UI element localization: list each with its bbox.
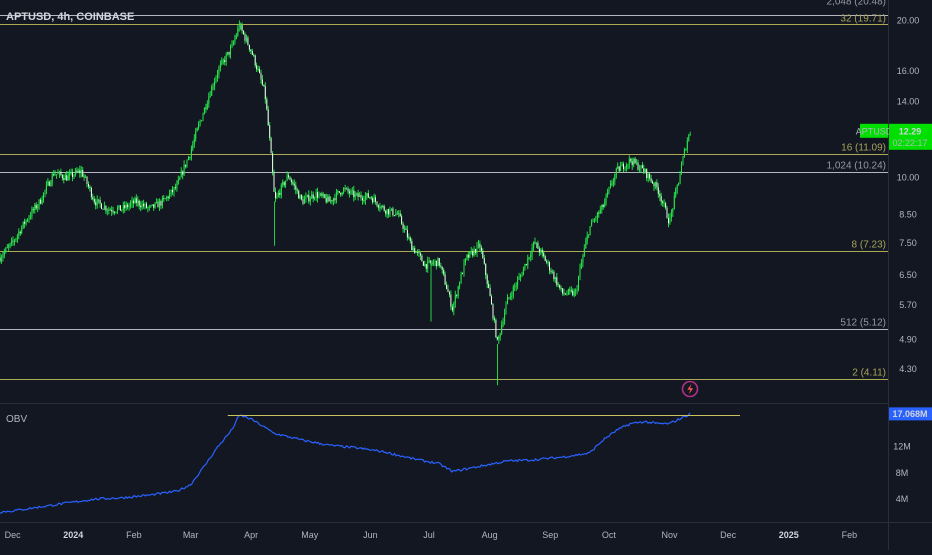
- time-tick-label[interactable]: Apr: [244, 530, 258, 540]
- candle-countdown-label: 02:22:17: [892, 138, 927, 148]
- time-tick-label[interactable]: Oct: [602, 530, 617, 540]
- fib-level-label: 2 (4.11): [852, 368, 886, 379]
- price-tick-label[interactable]: 4.30: [899, 364, 917, 374]
- symbol-badge-label: APTUSD: [856, 126, 893, 136]
- time-tick-label[interactable]: Sep: [542, 530, 558, 540]
- obv-pane: [0, 412, 740, 514]
- price-tick-label[interactable]: 16.00: [897, 66, 920, 76]
- time-tick-label[interactable]: Feb: [126, 530, 142, 540]
- fib-level-label: 1,024 (10.24): [827, 161, 887, 172]
- obv-axis[interactable]: 4M 8M 12M: [893, 442, 911, 504]
- price-candles: [0, 20, 691, 386]
- obv-line: [0, 412, 691, 514]
- obv-tick-label[interactable]: 12M: [893, 442, 911, 452]
- obv-pane-label: OBV: [6, 414, 27, 425]
- time-tick-label[interactable]: 2025: [779, 530, 799, 540]
- price-tick-label[interactable]: 10.00: [897, 173, 920, 183]
- time-tick-label[interactable]: Nov: [661, 530, 678, 540]
- last-value-badges: APTUSD 12.29 02:22:17 17.068M: [856, 123, 932, 421]
- obv-tick-label[interactable]: 8M: [896, 468, 909, 478]
- fib-level-label: 32 (19.71): [840, 14, 886, 25]
- price-tick-label[interactable]: 5.70: [899, 300, 917, 310]
- last-price-badge: [889, 123, 932, 150]
- time-tick-label[interactable]: Dec: [5, 530, 22, 540]
- fib-level-label: 8 (7.23): [852, 240, 886, 251]
- time-axis[interactable]: Dec 2024 Feb Mar Apr May Jun Jul Aug Sep Oct Nov Dec…: [5, 530, 857, 540]
- fib-level-label: 512 (5.12): [840, 318, 886, 329]
- fib-level-label: 16 (11.09): [841, 143, 886, 154]
- obv-value-badge: [889, 407, 932, 421]
- price-tick-label[interactable]: 20.00: [897, 15, 920, 25]
- price-tick-label[interactable]: 6.50: [899, 270, 917, 280]
- time-tick-label[interactable]: Feb: [842, 530, 858, 540]
- time-tick-label[interactable]: Jun: [363, 530, 378, 540]
- time-tick-label[interactable]: Aug: [482, 530, 498, 540]
- obv-value-label: 17.068M: [892, 409, 927, 419]
- fib-level-label: 2,048 (20.48): [827, 0, 887, 8]
- time-tick-label[interactable]: May: [301, 530, 319, 540]
- time-tick-label[interactable]: 2024: [63, 530, 83, 540]
- price-tick-label[interactable]: 14.00: [897, 96, 920, 106]
- price-tick-label[interactable]: 4.90: [899, 334, 917, 344]
- time-tick-label[interactable]: Jul: [423, 530, 435, 540]
- fib-levels: 2,048 (20.48) 32 (19.71) 16 (11.09) 1,024 (…: [0, 0, 888, 380]
- symbol-badge: [860, 123, 888, 138]
- lightning-alert-icon[interactable]: [681, 380, 699, 398]
- price-tick-label[interactable]: 7.50: [899, 238, 917, 248]
- symbol-title[interactable]: APTUSD, 4h, COINBASE: [6, 11, 134, 23]
- time-tick-label[interactable]: Mar: [183, 530, 199, 540]
- obv-tick-label[interactable]: 4M: [896, 494, 909, 504]
- last-price-label: 12.29: [899, 126, 922, 136]
- time-tick-label[interactable]: Dec: [720, 530, 737, 540]
- price-tick-label[interactable]: 8.50: [899, 209, 917, 219]
